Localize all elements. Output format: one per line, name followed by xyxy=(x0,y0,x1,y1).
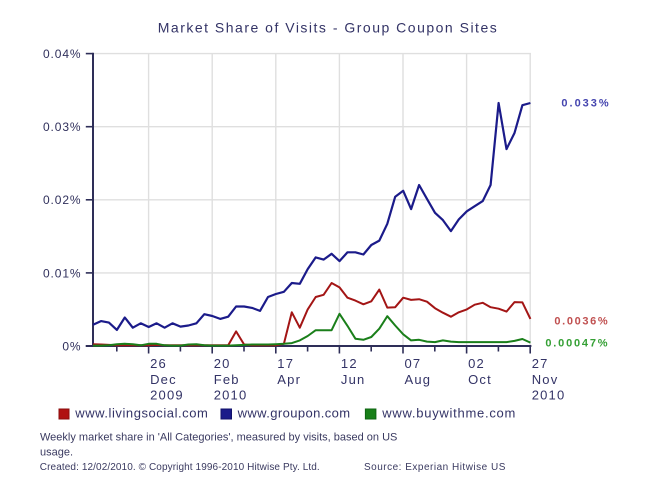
svg-text:usage.: usage. xyxy=(40,447,73,459)
svg-text:02: 02 xyxy=(468,356,485,371)
svg-text:Dec: Dec xyxy=(150,372,177,387)
svg-text:2010: 2010 xyxy=(214,388,248,403)
svg-text:17: 17 xyxy=(277,356,294,371)
svg-text:www.livingsocial.com: www.livingsocial.com xyxy=(74,406,208,421)
svg-text:Feb: Feb xyxy=(214,372,240,387)
svg-text:Aug: Aug xyxy=(405,372,432,387)
svg-text:www.groupon.com: www.groupon.com xyxy=(237,406,351,421)
svg-text:26: 26 xyxy=(150,356,167,371)
svg-text:0%: 0% xyxy=(62,339,81,353)
svg-text:0.02%: 0.02% xyxy=(43,193,82,207)
svg-text:27: 27 xyxy=(532,356,549,371)
svg-text:Weekly market share in 'All Ca: Weekly market share in 'All Categories',… xyxy=(40,431,397,443)
svg-text:Oct: Oct xyxy=(468,372,492,387)
svg-text:0.04%: 0.04% xyxy=(43,47,82,61)
svg-text:0.033%: 0.033% xyxy=(561,97,610,109)
svg-text:0.01%: 0.01% xyxy=(43,266,82,280)
svg-text:0.00047%: 0.00047% xyxy=(545,337,609,349)
svg-text:0.03%: 0.03% xyxy=(43,120,82,134)
svg-text:Jun: Jun xyxy=(341,372,366,387)
svg-text:Created: 12/02/2010. © Copyrig: Created: 12/02/2010. © Copyright 1996-20… xyxy=(40,462,320,473)
svg-text:Apr: Apr xyxy=(277,372,301,387)
svg-text:20: 20 xyxy=(214,356,231,371)
svg-text:0.0036%: 0.0036% xyxy=(554,315,609,327)
svg-text:Source: Experian Hitwise US: Source: Experian Hitwise US xyxy=(364,462,506,473)
svg-text:www.buywithme.com: www.buywithme.com xyxy=(381,406,516,421)
svg-text:12: 12 xyxy=(341,356,358,371)
svg-text:Market Share of Visits - Group: Market Share of Visits - Group Coupon Si… xyxy=(158,19,498,35)
svg-text:07: 07 xyxy=(405,356,422,371)
svg-text:Nov: Nov xyxy=(532,372,559,387)
svg-text:2010: 2010 xyxy=(532,388,566,403)
svg-text:2009: 2009 xyxy=(150,388,184,403)
